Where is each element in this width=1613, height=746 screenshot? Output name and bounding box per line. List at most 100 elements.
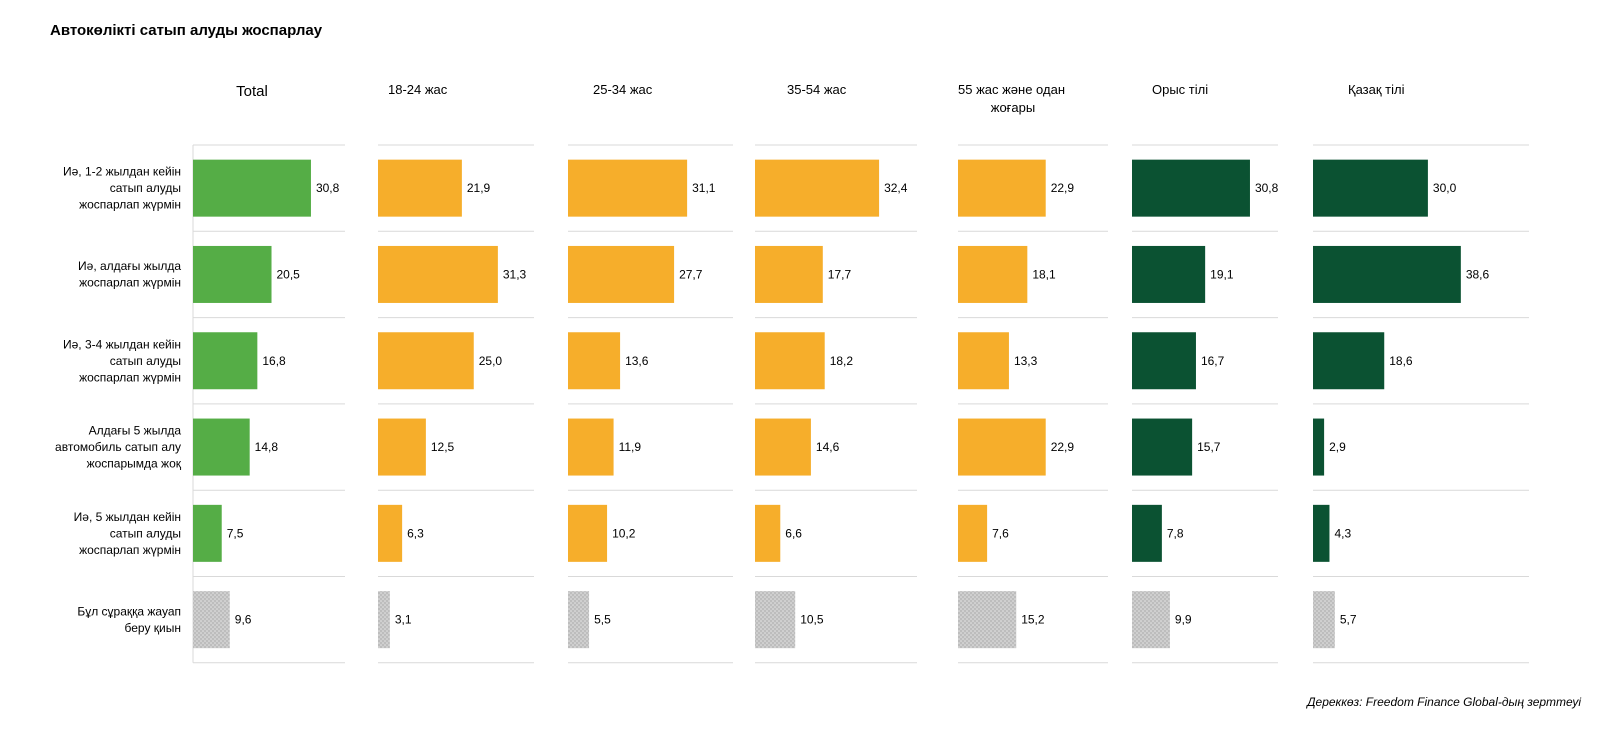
value-label: 18,6 (1389, 354, 1413, 368)
value-label: 21,9 (467, 181, 491, 195)
bar (378, 504, 403, 562)
value-label: 30,8 (1255, 181, 1279, 195)
value-label: 7,6 (992, 526, 1009, 540)
bar (1313, 504, 1330, 562)
value-label: 7,5 (227, 526, 244, 540)
category-label: Иә, 3-4 жылдан кейін сатып алуды жоспарлап… (63, 337, 181, 384)
value-label: 31,1 (692, 181, 716, 195)
value-label: 3,1 (395, 613, 412, 627)
bar (378, 591, 390, 649)
bar (1313, 159, 1428, 217)
bar (958, 591, 1017, 649)
value-label: 17,7 (828, 267, 852, 281)
value-label: 19,1 (1210, 267, 1234, 281)
value-label: 16,7 (1201, 354, 1225, 368)
category-label-line: сатып алуды (110, 354, 181, 368)
category-label-line: жоспарлап жүрмін (79, 370, 181, 384)
bar (1313, 591, 1335, 649)
bar (1132, 504, 1162, 562)
value-label: 11,9 (619, 440, 642, 454)
bar (193, 591, 230, 649)
value-label: 5,7 (1340, 613, 1357, 627)
value-label: 10,5 (800, 613, 824, 627)
bar (1313, 332, 1385, 390)
series-header-line: Қазақ тілі (1348, 82, 1405, 97)
value-label: 25,0 (479, 354, 503, 368)
category-label-line: жоспарымда жоқ (87, 457, 182, 471)
bar (755, 159, 880, 217)
bar (1313, 418, 1325, 476)
series-header: 25-34 жас (593, 82, 653, 97)
series-header-line: жоғары (991, 100, 1035, 115)
value-label: 2,9 (1329, 440, 1346, 454)
series-header: Орыс тілі (1152, 82, 1208, 97)
category-label-line: Иә, 5 жылдан кейін (74, 510, 181, 524)
category-label: Иә, 1-2 жылдан кейін сатып алуды жоспарлап… (63, 165, 181, 212)
bar (755, 245, 823, 303)
value-label: 27,7 (679, 267, 703, 281)
bars: 30,8 20,5 16,8 14,8 7,5 9,6 21,9 31,3 25,0 12,5 6,… (193, 159, 1490, 649)
bar (568, 245, 675, 303)
bar (958, 504, 988, 562)
bar (755, 504, 781, 562)
bar (378, 159, 462, 217)
category-label-line: жоспарлап жүрмін (79, 198, 181, 212)
bar (193, 245, 272, 303)
bar (378, 245, 498, 303)
series-header-line: Орыс тілі (1152, 82, 1208, 97)
bar (1132, 418, 1193, 476)
series-header: Total (236, 83, 268, 100)
category-label-line: Иә, алдағы жылда (78, 259, 181, 273)
bar (1132, 245, 1206, 303)
value-label: 7,8 (1167, 526, 1184, 540)
source-note: Дереккөз: Freedom Finance Global-дың зер… (1307, 695, 1581, 709)
value-label: 6,6 (785, 526, 802, 540)
value-label: 9,6 (235, 613, 252, 627)
series-header-line: Total (236, 83, 268, 100)
category-label-line: Бұл сұраққа жауап (77, 604, 181, 618)
value-label: 31,3 (503, 267, 527, 281)
bar (568, 591, 590, 649)
category-label-line: сатып алуды (110, 526, 181, 540)
bar (378, 418, 426, 476)
category-label-line: жоспарлап жүрмін (79, 543, 181, 557)
bar (1313, 245, 1461, 303)
bar (568, 418, 614, 476)
series-header: Қазақ тілі (1348, 82, 1405, 97)
category-label-line: Алдағы 5 жылда (89, 424, 182, 438)
bar (958, 418, 1046, 476)
value-label: 38,6 (1466, 267, 1490, 281)
bar (193, 159, 311, 217)
bar (755, 418, 811, 476)
value-label: 13,3 (1014, 354, 1038, 368)
value-label: 15,2 (1021, 613, 1045, 627)
category-label: Алдағы 5 жылда автомобиль сатып алу жоспар… (55, 424, 182, 471)
value-label: 10,2 (612, 526, 636, 540)
bar (958, 245, 1028, 303)
value-label: 15,7 (1197, 440, 1221, 454)
value-label: 4,3 (1334, 526, 1351, 540)
series-header-line: 55 жас және одан (958, 82, 1065, 97)
value-label: 32,4 (884, 181, 908, 195)
category-label-line: Иә, 3-4 жылдан кейін (63, 337, 181, 351)
category-label-line: беру қиын (125, 621, 182, 635)
bar (1132, 591, 1170, 649)
series-headers: Total 18-24 жас 25-34 жас 35-54 жас 55 жас ж… (236, 82, 1404, 115)
series-header: 35-54 жас (787, 82, 847, 97)
bar (755, 591, 796, 649)
value-label: 12,5 (431, 440, 455, 454)
category-label: Иә, 5 жылдан кейін сатып алуды жоспарлап ж… (74, 510, 181, 557)
category-label-line: автомобиль сатып алу (55, 440, 181, 454)
value-label: 18,2 (830, 354, 854, 368)
value-label: 5,5 (594, 613, 611, 627)
category-label-line: жоспарлап жүрмін (79, 276, 181, 290)
bar (378, 332, 474, 390)
series-header: 55 жас және одан жоғары (958, 82, 1065, 115)
category-label-line: Иә, 1-2 жылдан кейін (63, 165, 181, 179)
bar (1132, 159, 1250, 217)
series-header-line: 25-34 жас (593, 82, 653, 97)
bar (958, 159, 1046, 217)
value-label: 22,9 (1051, 181, 1075, 195)
series-header: 18-24 жас (388, 82, 448, 97)
